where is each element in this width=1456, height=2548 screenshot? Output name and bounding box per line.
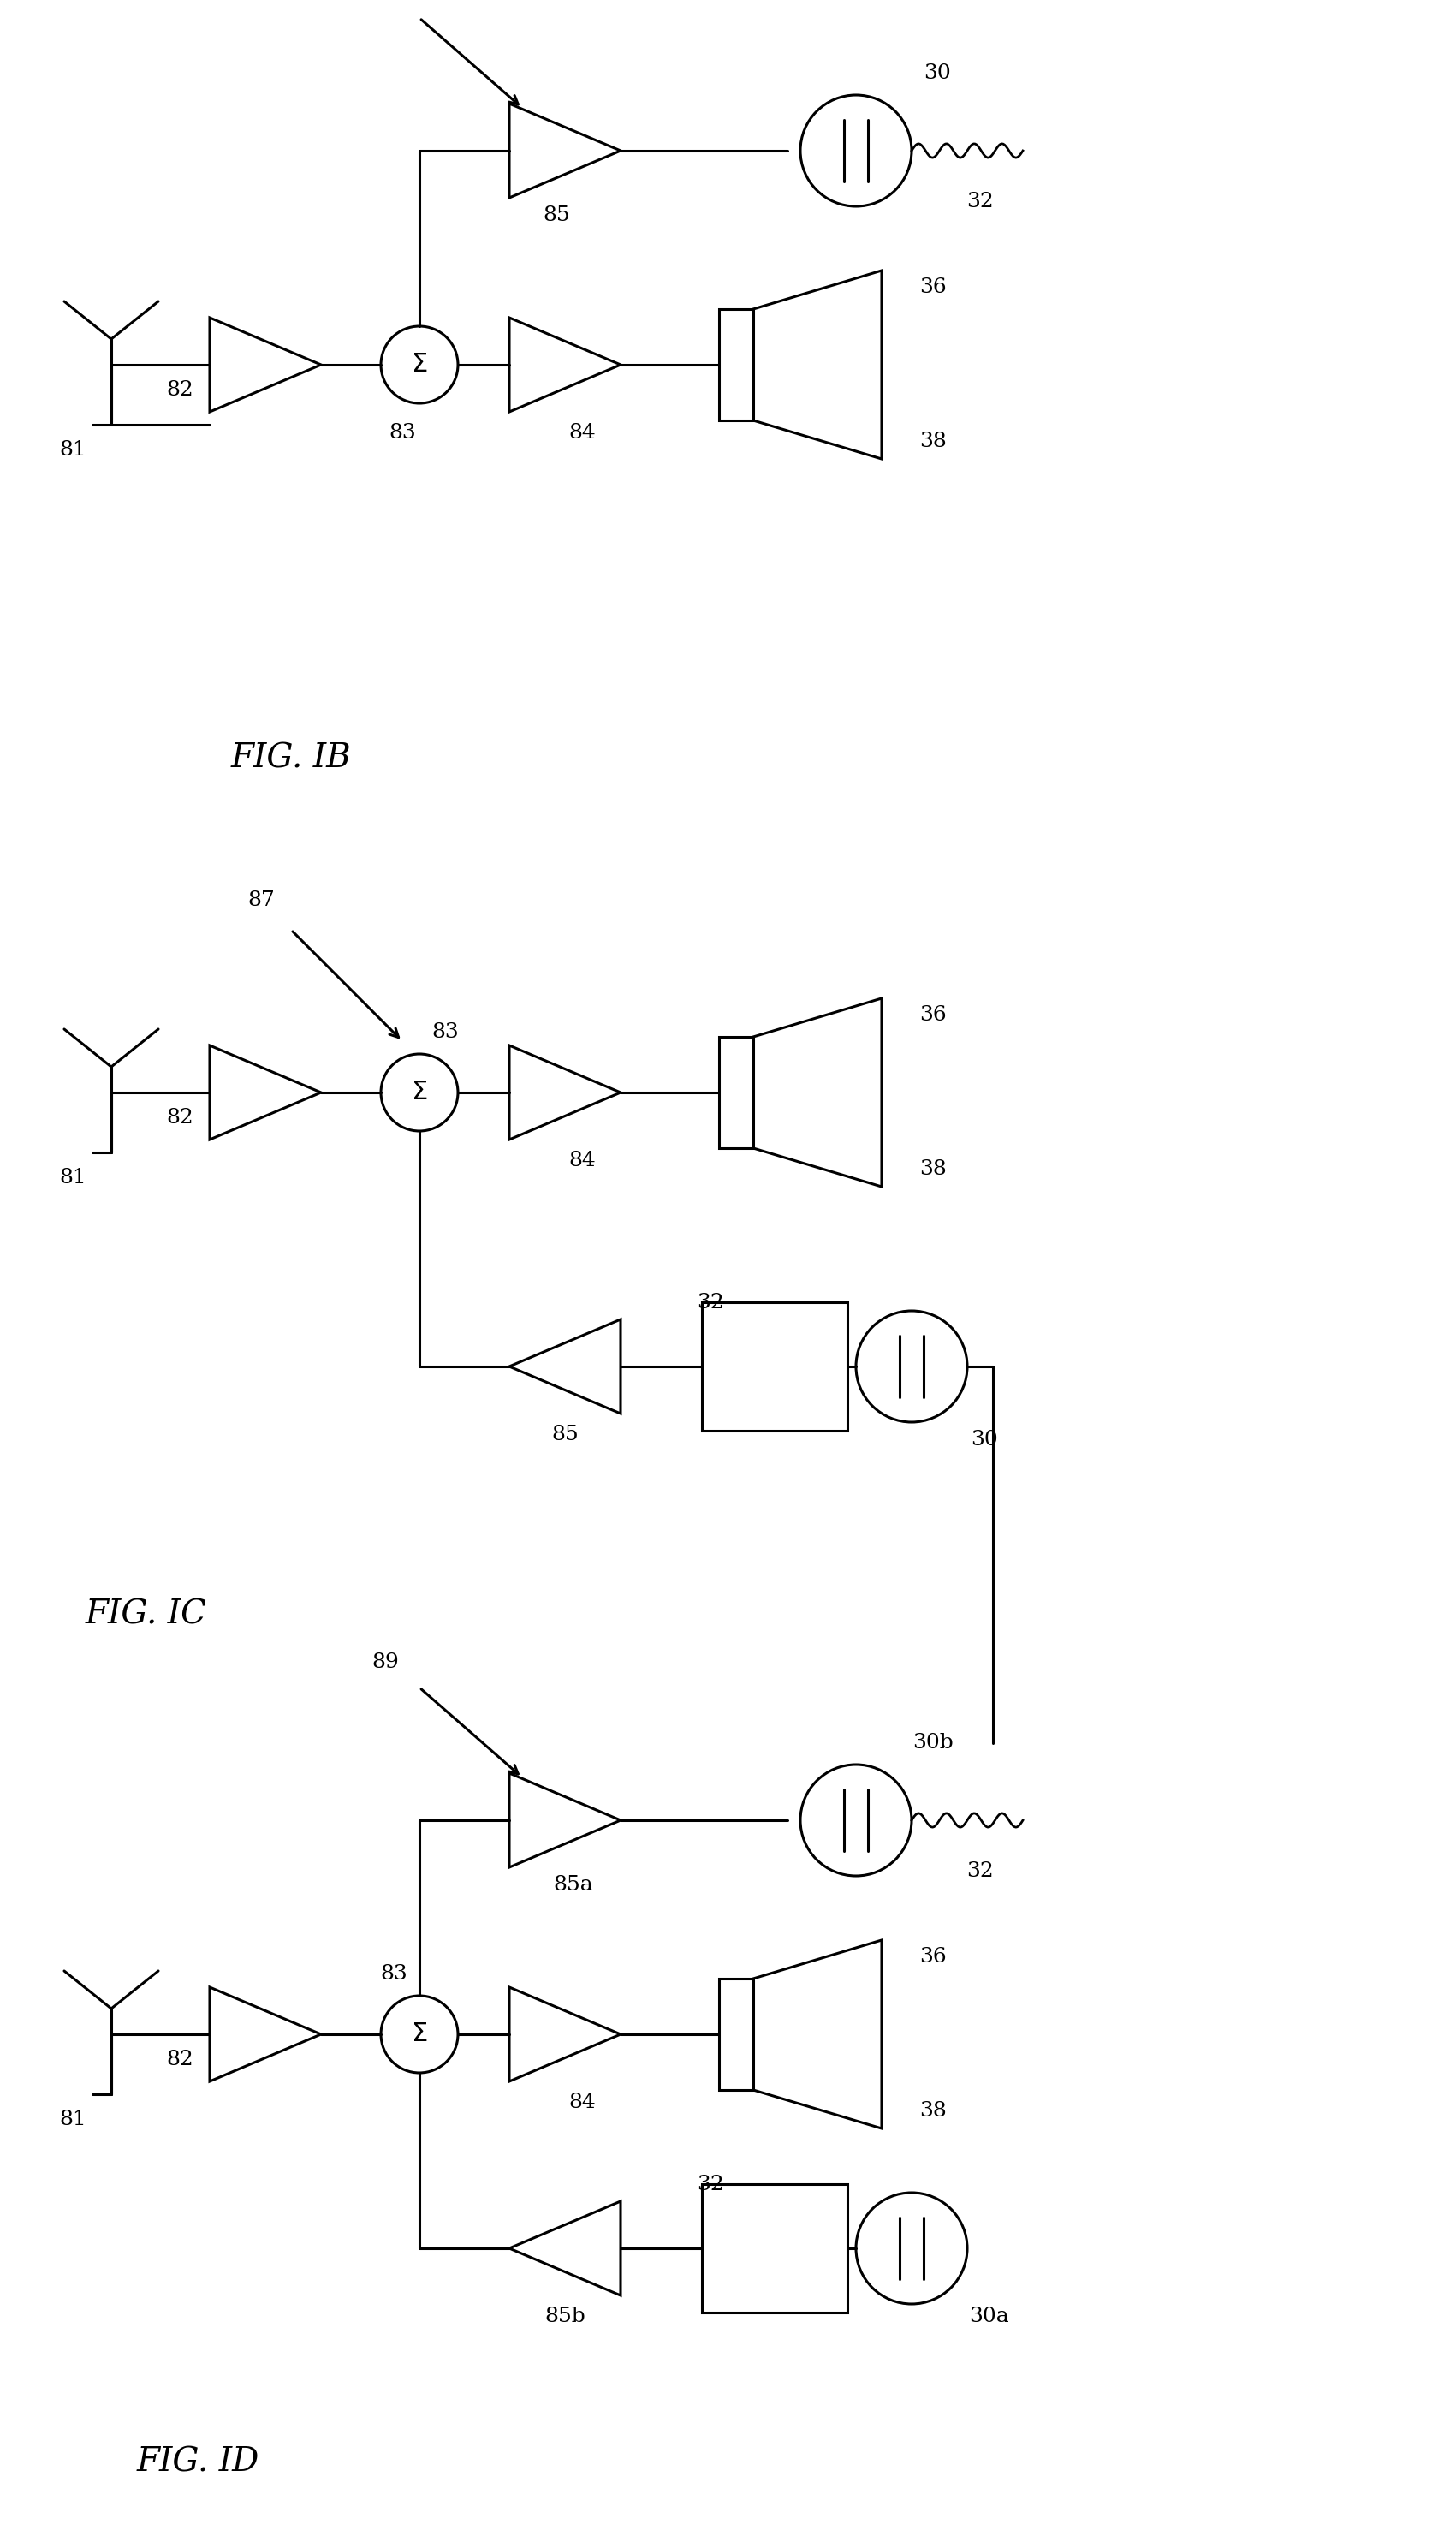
Text: 81: 81	[60, 1170, 86, 1187]
Text: 30: 30	[971, 1429, 997, 1450]
Text: 38: 38	[919, 433, 946, 451]
Text: 85b: 85b	[545, 2306, 585, 2326]
Text: 82: 82	[166, 2051, 194, 2069]
Text: FIG. IC: FIG. IC	[86, 1600, 207, 1631]
Text: 87: 87	[248, 889, 275, 910]
Text: 85: 85	[543, 204, 569, 224]
Bar	[719, 308, 753, 420]
Text: $\Sigma$: $\Sigma$	[411, 2023, 428, 2046]
Text: 32: 32	[967, 1863, 993, 1880]
Text: 81: 81	[60, 441, 86, 461]
Text: 30b: 30b	[913, 1733, 954, 1753]
Text: 36: 36	[919, 278, 946, 298]
Text: 84: 84	[568, 2092, 596, 2112]
Text: 82: 82	[166, 1108, 194, 1129]
Text: 30: 30	[923, 64, 951, 84]
Text: 83: 83	[389, 423, 416, 443]
Text: $\Sigma$: $\Sigma$	[411, 1080, 428, 1106]
Text: $\Sigma$: $\Sigma$	[411, 352, 428, 377]
Text: FIG. ID: FIG. ID	[137, 2446, 259, 2479]
Text: 84: 84	[568, 1152, 596, 1172]
Text: 36: 36	[919, 1947, 946, 1967]
Text: 32: 32	[697, 1292, 724, 1312]
Text: FIG. IB: FIG. IB	[232, 741, 351, 775]
Text: 36: 36	[919, 1006, 946, 1024]
Bar	[719, 1037, 753, 1149]
Text: 82: 82	[166, 380, 194, 400]
Text: 84: 84	[568, 423, 596, 443]
Bar	[702, 1302, 847, 1429]
Text: 38: 38	[919, 2102, 946, 2120]
Text: 89: 89	[371, 1651, 399, 1671]
Bar	[719, 1980, 753, 2089]
Text: 32: 32	[697, 2173, 724, 2194]
Text: 32: 32	[967, 191, 993, 211]
Text: 30a: 30a	[968, 2306, 1009, 2326]
Text: 81: 81	[60, 2110, 86, 2130]
Text: 83: 83	[431, 1022, 459, 1042]
Bar	[702, 2184, 847, 2314]
Text: 38: 38	[919, 1159, 946, 1180]
Text: 83: 83	[380, 1965, 408, 1985]
Text: 85: 85	[552, 1424, 578, 1445]
Text: 85a: 85a	[553, 1875, 594, 1893]
